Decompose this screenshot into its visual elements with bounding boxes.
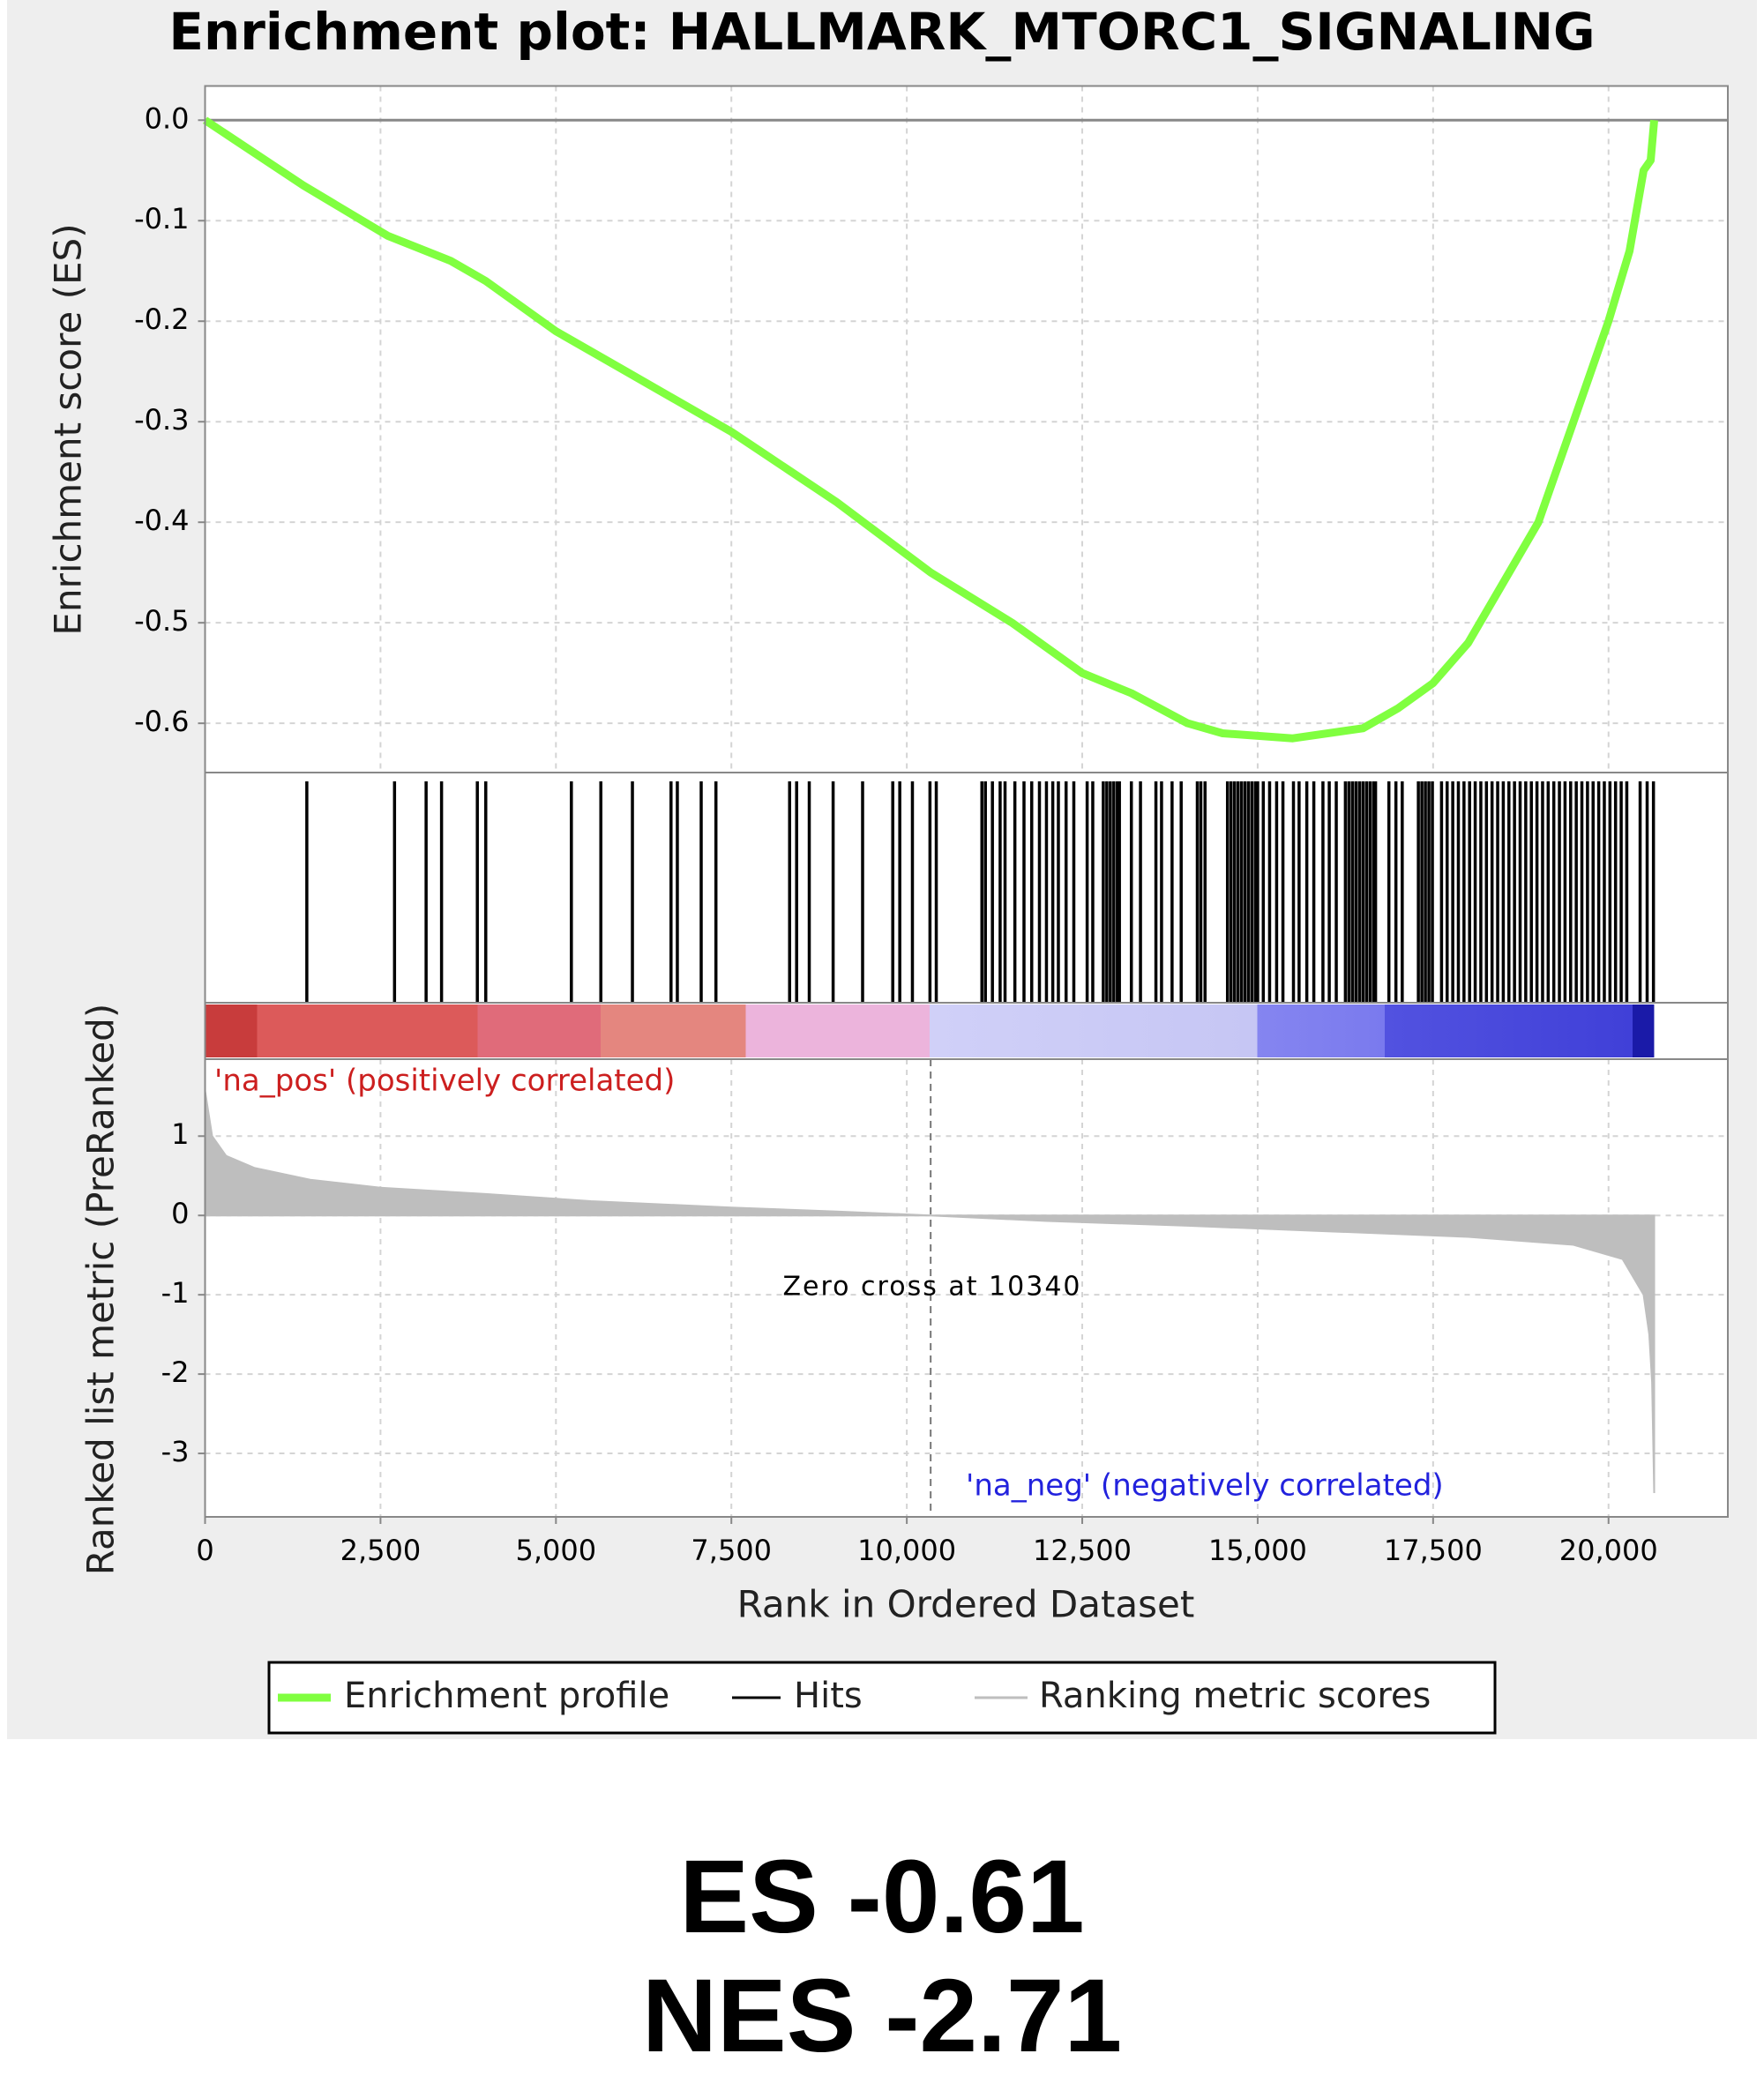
annotation: 'na_pos' (positively correlated) — [214, 1064, 675, 1099]
es-label: ES -0.61 — [679, 1839, 1084, 1955]
y-tick-label: 0.0 — [145, 101, 190, 135]
y-axis-label: Ranked list metric (PreRanked) — [79, 1004, 123, 1575]
x-tick-label: 2,500 — [340, 1534, 422, 1567]
x-tick-label: 12,500 — [1033, 1534, 1132, 1567]
y-tick-label: -0.5 — [134, 604, 189, 638]
y-tick-label: 1 — [171, 1117, 189, 1151]
x-tick-label: 20,000 — [1559, 1534, 1658, 1567]
legend — [267, 1661, 1497, 1735]
enrichment-line — [203, 116, 1658, 743]
y-axis-label: Enrichment score (ES) — [47, 223, 90, 635]
x-tick-label: 17,500 — [1384, 1534, 1483, 1567]
color-bar — [205, 1004, 1655, 1057]
x-tick-label: 5,000 — [516, 1534, 597, 1567]
x-tick-label: 7,500 — [691, 1534, 772, 1567]
nes-label: NES -2.71 — [642, 1958, 1122, 2074]
y-tick-label: -1 — [161, 1276, 190, 1310]
y-tick-label: -0.6 — [134, 705, 189, 738]
legend-label: Ranking metric scores — [1039, 1676, 1431, 1716]
y-tick-label: -2 — [161, 1355, 190, 1389]
x-axis-label: Rank in Ordered Dataset — [737, 1583, 1195, 1626]
x-tick-label: 0 — [196, 1534, 213, 1567]
y-tick-label: -3 — [161, 1435, 190, 1468]
y-tick-label: -0.4 — [134, 504, 189, 537]
panel — [205, 1059, 1728, 1517]
y-tick-label: -0.1 — [134, 202, 189, 235]
panel — [205, 86, 1728, 773]
chart-title: Enrichment plot: HALLMARK_MTORC1_SIGNALI… — [168, 2, 1595, 62]
x-tick-label: 10,000 — [857, 1534, 956, 1567]
legend-label: Enrichment profile — [344, 1676, 669, 1716]
y-tick-label: 0 — [171, 1197, 189, 1230]
annotation: 'na_neg' (negatively correlated) — [966, 1468, 1444, 1504]
y-tick-label: -0.3 — [134, 403, 189, 437]
x-tick-label: 15,000 — [1208, 1534, 1307, 1567]
legend-label: Hits — [794, 1676, 863, 1716]
panel — [205, 773, 1728, 1003]
metric-area — [204, 1090, 1656, 1494]
y-tick-label: -0.2 — [134, 302, 189, 336]
annotation: Zero cross at 10340 — [782, 1272, 1081, 1303]
panel-frame — [204, 1002, 1729, 1060]
